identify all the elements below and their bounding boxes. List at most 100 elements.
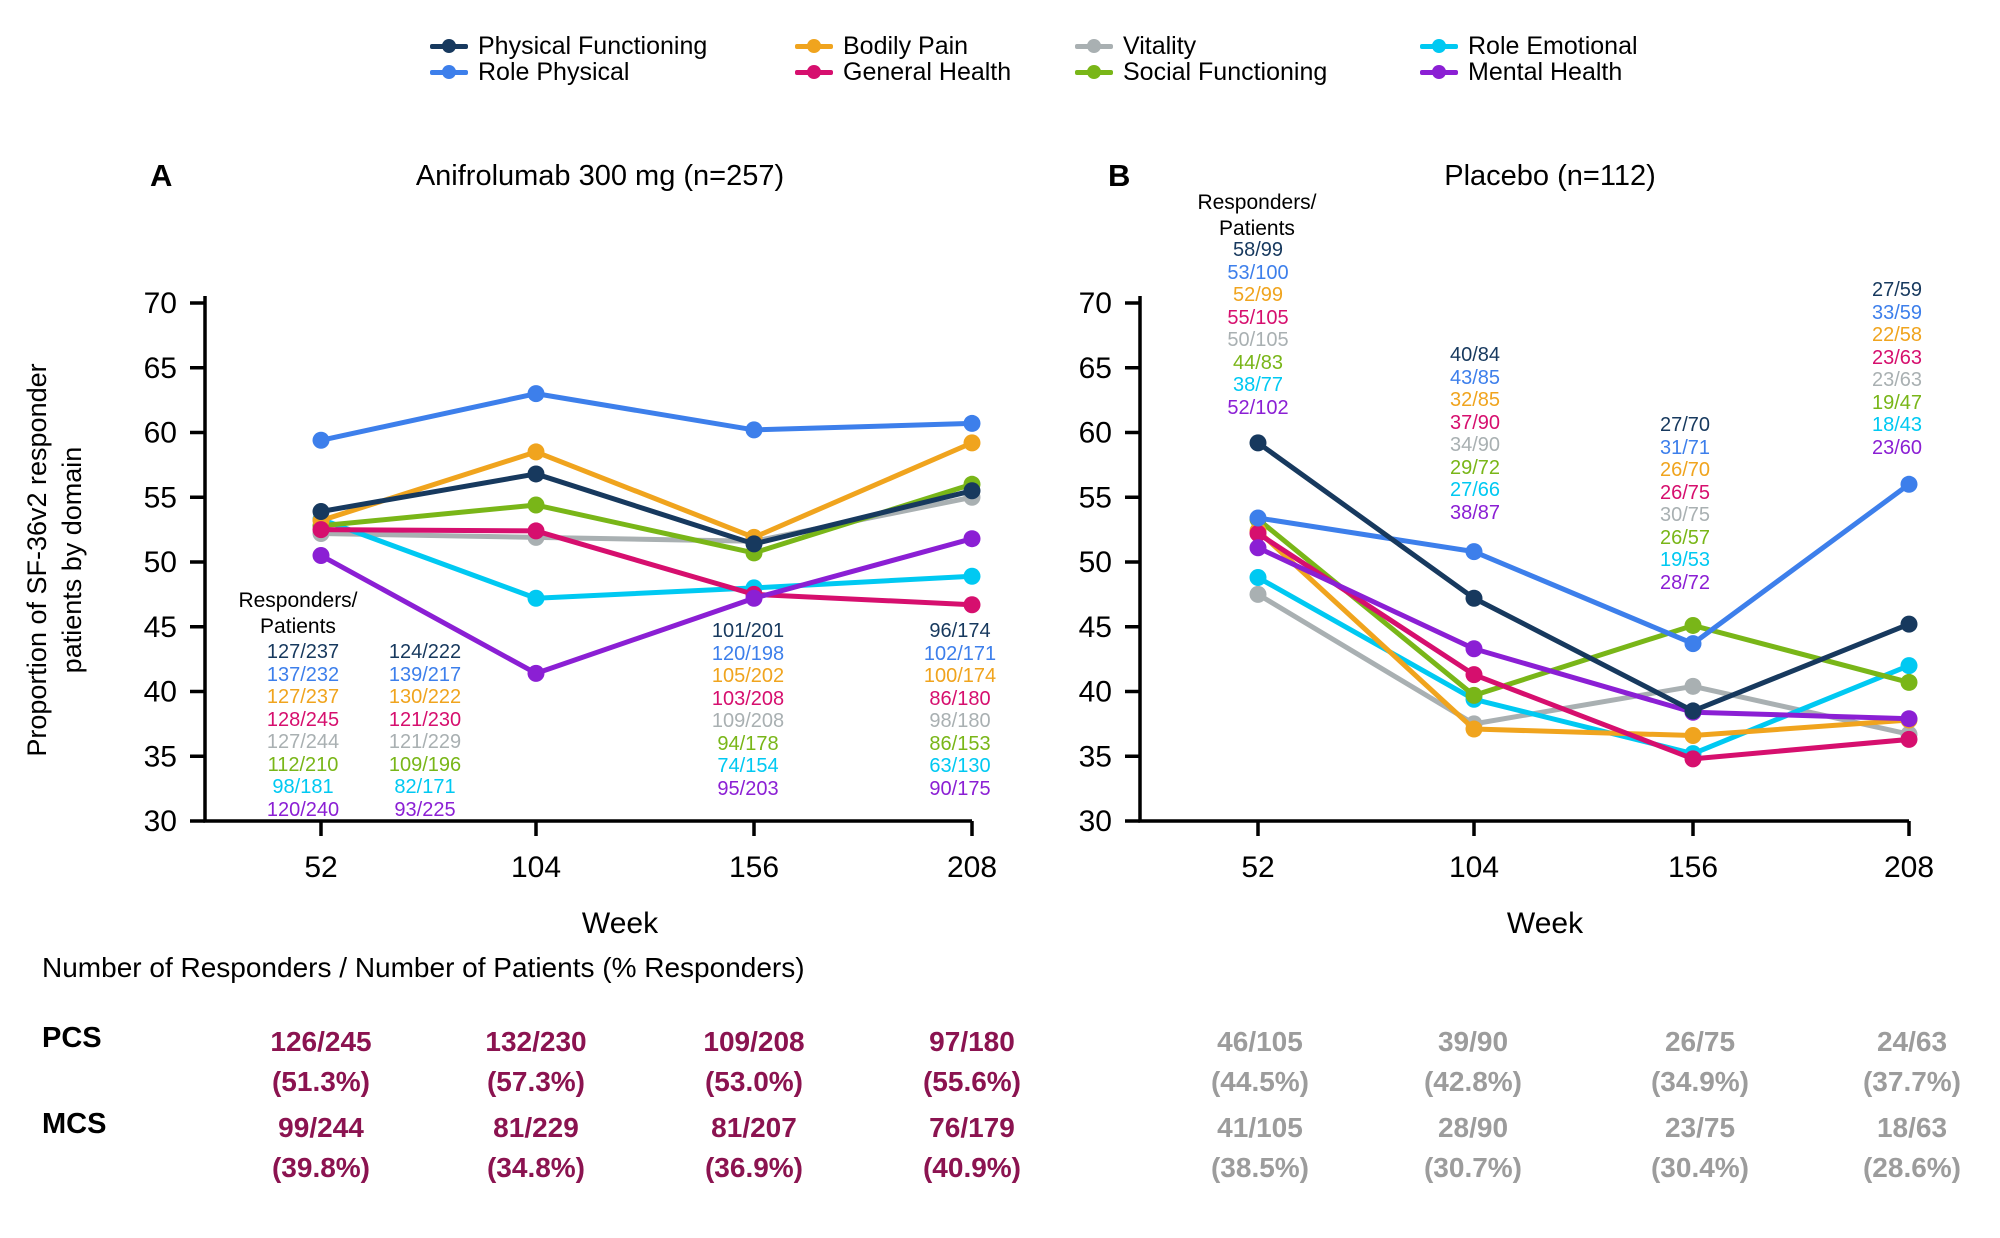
x-tick-label: 104 bbox=[511, 851, 561, 884]
data-point bbox=[1249, 434, 1267, 452]
annotation-value: 44/83 bbox=[1232, 351, 1284, 374]
annotation-value: 98/180 bbox=[929, 710, 991, 732]
x-tick-label: 208 bbox=[1884, 851, 1934, 884]
series-line bbox=[318, 391, 975, 443]
annotation-value: 38/87 bbox=[1449, 501, 1501, 524]
table-cell-pct: (30.7%) bbox=[1423, 1152, 1523, 1183]
legend-item-social-functioning: Social Functioning bbox=[1075, 57, 1328, 86]
table-cell-frac: 18/63 bbox=[1876, 1112, 1948, 1143]
series-line bbox=[318, 471, 975, 547]
annotation-value: 63/130 bbox=[929, 755, 991, 777]
annotation-value: 23/63 bbox=[1871, 346, 1923, 369]
panel-a-label: A bbox=[150, 158, 173, 193]
panel-b-label: B bbox=[1108, 158, 1131, 193]
series-line bbox=[1255, 481, 1912, 647]
data-point bbox=[312, 431, 330, 449]
series-line bbox=[1255, 545, 1912, 722]
annotation-value: 94/178 bbox=[717, 732, 779, 755]
legend-item-physical-functioning: Physical Functioning bbox=[430, 32, 707, 60]
y-tick-label: 40 bbox=[1079, 676, 1112, 709]
table-cell-pct: (28.6%) bbox=[1862, 1152, 1962, 1183]
table-cell-frac: 28/90 bbox=[1437, 1112, 1509, 1143]
annotation-value: 124/222 bbox=[388, 641, 462, 663]
data-point bbox=[963, 414, 981, 432]
table-cell-pct: (40.9%) bbox=[922, 1152, 1022, 1183]
annotation-value: 120/240 bbox=[266, 798, 340, 821]
x-tick-label: 208 bbox=[947, 851, 997, 884]
series-mental-health-a bbox=[312, 530, 981, 682]
annotation-value: 52/102 bbox=[1227, 396, 1289, 419]
table-cell-frac: 46/105 bbox=[1217, 1026, 1303, 1057]
data-point bbox=[527, 465, 545, 483]
legend-item-vitality: Vitality bbox=[1075, 31, 1197, 60]
annotation-value: 22/58 bbox=[1871, 324, 1923, 346]
annotation-value: 102/171 bbox=[923, 642, 997, 665]
series-line bbox=[1255, 531, 1912, 762]
y-tick-label: 55 bbox=[144, 481, 177, 514]
series-line bbox=[1255, 575, 1912, 757]
annotation-value: 38/77 bbox=[1232, 374, 1284, 396]
annotation-value: 19/47 bbox=[1871, 391, 1923, 414]
y-tick-label: 60 bbox=[144, 417, 177, 450]
annotation-value: 27/59 bbox=[1871, 279, 1923, 301]
table-cell-pct: (55.6%) bbox=[922, 1066, 1022, 1097]
annotation-value: 40/84 bbox=[1449, 344, 1501, 366]
x-tick-label: 52 bbox=[304, 851, 337, 884]
legend-item-mental-health: Mental Health bbox=[1420, 57, 1623, 86]
series-bodily-pain-b bbox=[1249, 522, 1918, 745]
annotation-col-a-week-104: 124/222 139/217 130/222 121/230 121/229 109/1… bbox=[335, 641, 515, 821]
data-point bbox=[1900, 673, 1918, 691]
table-row-label-mcs: MCS bbox=[42, 1108, 107, 1140]
data-point bbox=[312, 502, 330, 520]
y-tick-label: 70 bbox=[144, 287, 177, 320]
table-cell-a-mcs-col4: 76/179 (40.9%) bbox=[872, 1108, 1072, 1188]
annotation-col-a-week-52: 127/237 137/232 127/237 128/245 127/244 112/2… bbox=[213, 641, 393, 821]
data-point bbox=[312, 547, 330, 565]
table-cell-a-pcs-col4: 97/180 (55.6%) bbox=[872, 1022, 1072, 1102]
annotation-value: 127/237 bbox=[266, 641, 340, 663]
series-line bbox=[318, 536, 975, 676]
y-tick-label: 70 bbox=[1079, 287, 1112, 320]
data-point bbox=[527, 664, 545, 682]
panel-a-title: Anifrolumab 300 mg (n=257) bbox=[415, 160, 785, 192]
table-cell-a-mcs-col3: 81/207 (36.9%) bbox=[654, 1108, 854, 1188]
y-tick-label: 45 bbox=[1079, 611, 1112, 644]
annotation-value: 55/105 bbox=[1227, 306, 1289, 329]
data-point bbox=[1684, 702, 1702, 720]
annotation-value: 26/75 bbox=[1659, 481, 1711, 504]
annotation-value: 130/222 bbox=[388, 686, 462, 708]
data-point bbox=[1900, 657, 1918, 675]
x-tick-label: 156 bbox=[729, 851, 779, 884]
data-point bbox=[963, 567, 981, 585]
y-tick-label: 40 bbox=[144, 676, 177, 709]
annotation-value: 30/75 bbox=[1659, 504, 1711, 526]
table-cell-frac: 76/179 bbox=[929, 1112, 1015, 1143]
series-line bbox=[1255, 440, 1912, 714]
annotation-value: 127/237 bbox=[266, 686, 340, 708]
data-point bbox=[1249, 569, 1267, 587]
series-general-health-b bbox=[1249, 525, 1918, 768]
data-point bbox=[1465, 666, 1483, 684]
table-section-header: Number of Responders / Number of Patient… bbox=[42, 952, 805, 983]
legend-label: Mental Health bbox=[1468, 57, 1623, 86]
data-point bbox=[1465, 686, 1483, 704]
annotation-col-b-week-156: 27/70 31/71 26/70 26/75 30/75 26/57 19/53 28/72 bbox=[1595, 414, 1775, 594]
table-cell-pct: (42.8%) bbox=[1423, 1066, 1523, 1097]
legend-item-role-emotional: Role Emotional bbox=[1420, 32, 1638, 60]
legend-label: Social Functioning bbox=[1123, 57, 1328, 86]
series-line bbox=[318, 516, 975, 601]
role-emotional-marker-icon bbox=[1420, 38, 1458, 54]
annotation-col-b-week-104: 40/84 43/85 32/85 37/90 34/90 29/72 27/66 38/87 bbox=[1385, 344, 1565, 524]
legend-label: Vitality bbox=[1123, 31, 1197, 60]
series-mental-health-b bbox=[1249, 539, 1918, 728]
table-cell-pct: (37.7%) bbox=[1862, 1066, 1962, 1097]
annotation-value: 128/245 bbox=[266, 708, 340, 731]
annotation-value: 105/202 bbox=[711, 665, 785, 687]
y-tick-label: 65 bbox=[144, 352, 177, 385]
x-tick-label: 104 bbox=[1449, 851, 1499, 884]
mental-health-marker-icon bbox=[1420, 64, 1458, 80]
annotation-value: 27/70 bbox=[1659, 414, 1711, 436]
data-point bbox=[745, 535, 763, 553]
table-cell-pct: (53.0%) bbox=[704, 1066, 804, 1097]
